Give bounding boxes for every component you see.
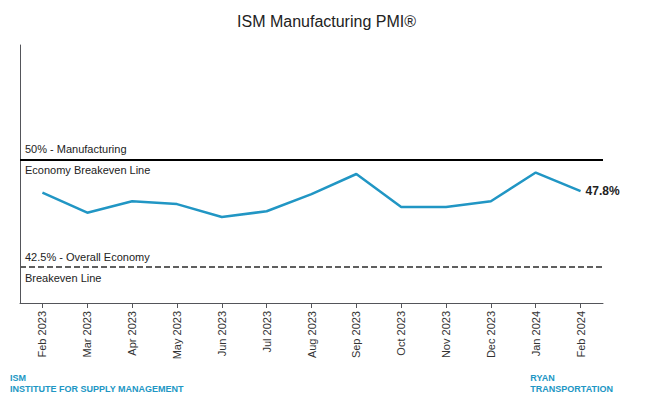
svg-text:Sep 2023: Sep 2023 [350,311,362,358]
svg-text:RYAN: RYAN [530,373,554,383]
svg-text:ISM: ISM [10,373,26,383]
svg-text:47.8%: 47.8% [586,184,620,198]
svg-text:Aug 2023: Aug 2023 [306,311,318,358]
svg-text:INSTITUTE FOR SUPPLY MANAGEMEN: INSTITUTE FOR SUPPLY MANAGEMENT [10,384,184,394]
svg-text:TRANSPORTATION: TRANSPORTATION [530,384,613,394]
svg-text:Breakeven Line: Breakeven Line [25,272,101,284]
svg-text:Feb 2024: Feb 2024 [575,311,587,357]
svg-text:ISM Manufacturing PMI®: ISM Manufacturing PMI® [237,13,416,30]
svg-text:Dec 2023: Dec 2023 [485,311,497,358]
svg-text:May 2023: May 2023 [171,311,183,359]
svg-text:50% - Manufacturing: 50% - Manufacturing [25,143,127,155]
svg-text:Mar 2023: Mar 2023 [81,311,93,357]
svg-text:Jan 2024: Jan 2024 [530,311,542,356]
svg-text:42.5% - Overall Economy: 42.5% - Overall Economy [25,251,150,263]
svg-text:Apr 2023: Apr 2023 [126,311,138,356]
svg-text:Feb 2023: Feb 2023 [36,311,48,357]
svg-text:Jul 2023: Jul 2023 [261,311,273,353]
svg-text:Jun 2023: Jun 2023 [216,311,228,356]
svg-text:Nov 2023: Nov 2023 [440,311,452,358]
svg-text:Oct 2023: Oct 2023 [395,311,407,356]
svg-text:Economy Breakeven Line: Economy Breakeven Line [25,164,150,176]
